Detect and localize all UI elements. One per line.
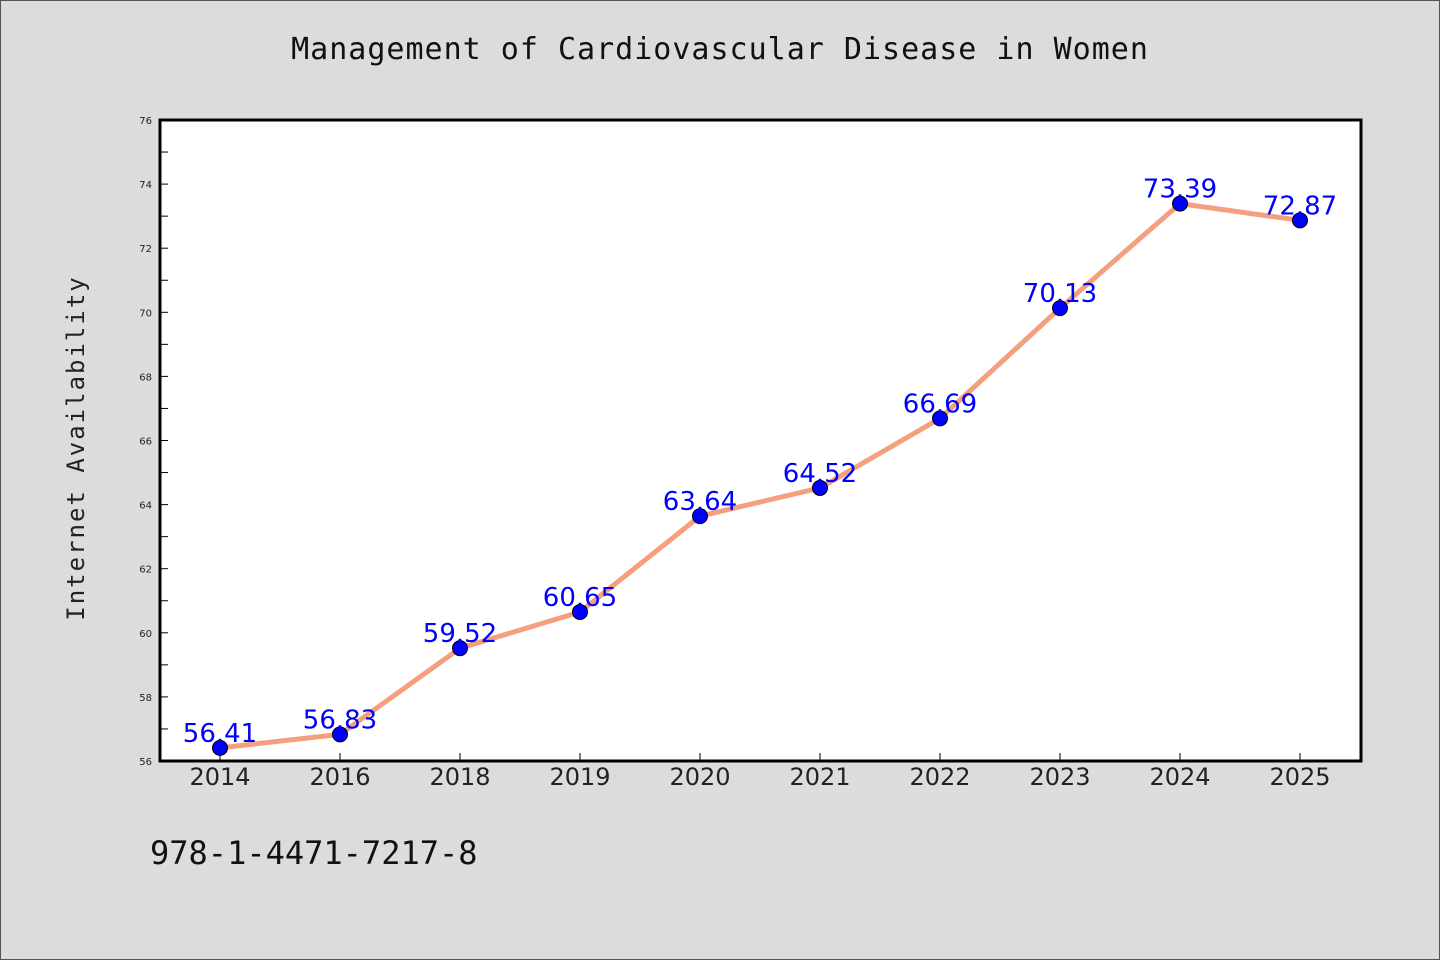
y-tick-label: 58 <box>139 693 152 704</box>
data-point-marker <box>692 508 708 525</box>
data-point-marker <box>332 726 348 743</box>
x-axis-ticks: 2014 2016 2018 2019 2020 2021 2022 2023 2024 2025 <box>189 753 1331 791</box>
y-axis-ticks: 56 58 60 62 64 66 68 70 72 74 76 <box>139 116 168 768</box>
y-tick-label: 72 <box>139 244 152 255</box>
data-point-marker <box>1292 212 1308 229</box>
x-tick-label: 2014 <box>189 763 250 791</box>
x-tick-label: 2023 <box>1029 763 1090 791</box>
chart-title: Management of Cardiovascular Disease in … <box>291 32 1149 67</box>
y-tick-label: 66 <box>139 437 152 448</box>
data-point-marker <box>1052 300 1068 317</box>
x-tick-label: 2021 <box>789 763 850 791</box>
data-point-marker <box>212 739 228 756</box>
footer-isbn: 978-1-4471-7217-8 <box>150 834 478 872</box>
data-point-marker <box>1172 195 1188 212</box>
x-tick-label: 2020 <box>669 763 730 791</box>
data-label: 70.13 <box>1023 279 1097 309</box>
data-labels-layer: 56.41 56.83 59.52 60.65 63.64 64.52 66.69 70.13… <box>183 175 1337 749</box>
x-tick-label: 2018 <box>429 763 490 791</box>
data-label: 56.83 <box>303 705 377 735</box>
data-label: 66.69 <box>903 389 977 419</box>
data-label: 60.65 <box>543 583 617 613</box>
data-label: 73.39 <box>1143 175 1217 205</box>
plot-area <box>158 118 1363 763</box>
y-tick-label: 68 <box>139 372 152 383</box>
data-label: 64.52 <box>783 459 857 489</box>
series-line <box>217 201 1303 751</box>
y-tick-label: 74 <box>139 180 152 191</box>
x-tick-label: 2024 <box>1149 763 1210 791</box>
x-tick-label: 2025 <box>1269 763 1330 791</box>
data-label: 72.87 <box>1263 191 1337 221</box>
y-tick-label: 56 <box>139 757 152 768</box>
data-point-marker <box>812 479 828 496</box>
x-tick-label: 2019 <box>549 763 610 791</box>
y-tick-label: 70 <box>139 308 152 319</box>
y-tick-label: 64 <box>139 501 152 512</box>
x-tick-label: 2022 <box>909 763 970 791</box>
data-label: 59.52 <box>423 619 497 649</box>
y-tick-label: 62 <box>139 565 152 576</box>
series-layer <box>212 195 1308 756</box>
y-tick-label: 76 <box>139 116 152 127</box>
data-label: 56.41 <box>183 719 257 749</box>
data-label: 63.64 <box>663 487 737 517</box>
y-tick-label: 60 <box>139 629 152 640</box>
data-point-marker <box>452 640 468 657</box>
data-point-marker <box>572 603 588 620</box>
data-point-marker <box>932 410 948 427</box>
x-tick-label: 2016 <box>309 763 370 791</box>
